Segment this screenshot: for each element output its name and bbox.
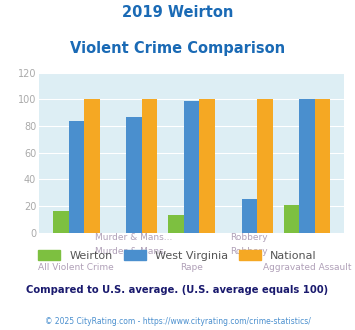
Bar (257, 99, 273, 233)
Text: Aggravated Assault: Aggravated Assault (263, 263, 351, 272)
Text: Robbery: Robbery (231, 233, 268, 242)
Bar (126, 116, 142, 233)
Text: Compared to U.S. average. (U.S. average equals 100): Compared to U.S. average. (U.S. average … (26, 285, 329, 295)
Bar (284, 205, 299, 233)
Text: Murder & Mans...: Murder & Mans... (95, 247, 173, 255)
Text: Rape: Rape (180, 263, 203, 272)
Bar (168, 215, 184, 233)
Bar (53, 211, 69, 233)
Bar (315, 99, 331, 233)
Text: © 2025 CityRating.com - https://www.cityrating.com/crime-statistics/: © 2025 CityRating.com - https://www.city… (45, 317, 310, 326)
Bar (142, 99, 157, 233)
Text: Violent Crime Comparison: Violent Crime Comparison (70, 41, 285, 56)
Bar (184, 101, 200, 233)
Text: 2019 Weirton: 2019 Weirton (122, 5, 233, 20)
Legend: Weirton, West Virginia, National: Weirton, West Virginia, National (36, 248, 319, 263)
Bar (84, 99, 100, 233)
Text: All Violent Crime: All Violent Crime (38, 263, 114, 272)
Text: Murder & Mans...: Murder & Mans... (95, 233, 173, 242)
Bar (242, 199, 257, 233)
Bar (69, 120, 84, 233)
Text: Robbery: Robbery (231, 247, 268, 255)
Bar (200, 99, 215, 233)
Bar (299, 99, 315, 233)
